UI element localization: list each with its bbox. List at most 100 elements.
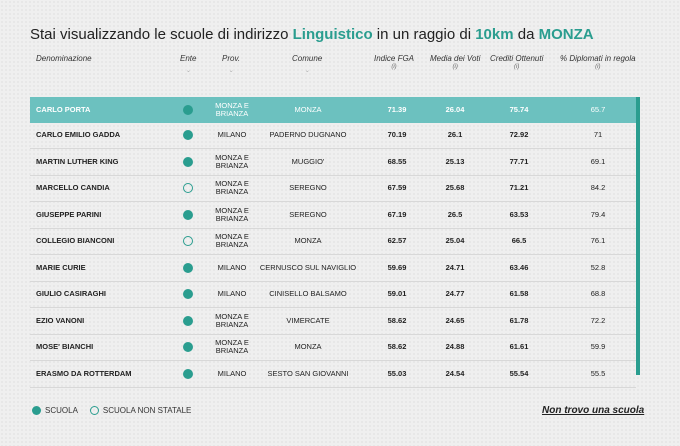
crediti-ottenuti: 66.5 (511, 236, 527, 245)
media-voti: 24.54 (445, 368, 465, 378)
info-icon[interactable]: (i) (595, 64, 601, 70)
indice-fga: 59.69 (387, 262, 407, 272)
diplomati-in-regola: 71 (593, 130, 603, 139)
diplomati-in-regola: 52.8 (590, 262, 606, 272)
page-heading: Stai visualizzando le scuole di indirizz… (30, 26, 594, 43)
column-comune[interactable]: Comune ⌄ (292, 54, 323, 74)
scuola-dot-icon (183, 156, 193, 167)
school-name: MARTIN LUTHER KING (36, 156, 119, 166)
ente-indicator (178, 202, 198, 227)
media-voti: 25.04 (445, 236, 465, 245)
province: MONZA E BRIANZA (215, 205, 249, 223)
table-scrollbar[interactable] (636, 97, 640, 375)
legend-label: SCUOLA NON STATALE (102, 406, 192, 415)
province: MONZA E BRIANZA (215, 338, 249, 355)
comune: VIMERCATE (286, 315, 330, 325)
table-row[interactable]: ERASMO DA ROTTERDAM MILANO SESTO SAN GIO… (30, 361, 636, 388)
scuola-dot-icon (183, 342, 193, 352)
crediti-ottenuti: 75.74 (509, 104, 529, 114)
province: MILANO (217, 368, 247, 378)
table-row[interactable]: GIULIO CASIRAGHI MILANO CINISELLO BALSAM… (30, 282, 636, 308)
indice-fga: 58.62 (387, 342, 407, 351)
comune: SESTO SAN GIOVANNI (267, 368, 349, 378)
column-prov[interactable]: Prov. ⌄ (222, 54, 241, 74)
crediti-ottenuti: 61.78 (509, 315, 529, 325)
scuola-dot-icon (183, 130, 193, 140)
media-voti: 26.5 (447, 209, 463, 219)
comune: CINISELLO BALSAMO (269, 289, 347, 298)
legend-item-non-statale: SCUOLA NON STATALE (89, 406, 192, 415)
table-row[interactable]: MARTIN LUTHER KING MONZA E BRIANZA MUGGI… (30, 149, 636, 176)
indice-fga: 58.62 (387, 315, 407, 325)
diplomati-in-regola: 76.1 (590, 236, 606, 245)
diplomati-in-regola: 72.2 (590, 315, 606, 325)
heading-da: da (513, 26, 539, 43)
column-ente[interactable]: Ente ⌄ (180, 54, 197, 74)
table-row[interactable]: CARLO EMILIO GADDA MILANO PADERNO DUGNAN… (30, 123, 636, 149)
scuola-dot-icon (183, 289, 193, 299)
comune: PADERNO DUGNANO (269, 130, 347, 139)
media-voti: 26.1 (447, 130, 463, 139)
column-voti[interactable]: Media dei Voti (i) (430, 54, 481, 70)
diplomati-in-regola: 79.4 (590, 209, 606, 219)
table-row[interactable]: COLLEGIO BIANCONI MONZA E BRIANZA MONZA … (30, 229, 636, 255)
not-found-link[interactable]: Non trovo una scuola (542, 405, 645, 416)
ente-indicator (178, 335, 198, 360)
ente-indicator (178, 229, 198, 254)
table-row[interactable]: MOSE' BIANCHI MONZA E BRIANZA MONZA 58.6… (30, 335, 636, 361)
media-voti: 25.13 (445, 156, 465, 166)
scuola-dot-icon (183, 368, 193, 379)
comune: MONZA (294, 342, 322, 351)
table-row[interactable]: EZIO VANONI MONZA E BRIANZA VIMERCATE 58… (30, 308, 636, 335)
table-row[interactable]: MARCELLO CANDIA MONZA E BRIANZA SEREGNO … (30, 176, 636, 202)
media-voti: 24.65 (445, 315, 465, 325)
school-name: MARIE CURIE (36, 262, 86, 272)
media-voti: 25.68 (445, 183, 465, 192)
legend-label: SCUOLA (45, 406, 78, 415)
heading-city: MONZA (538, 26, 594, 43)
scuola-dot-icon (183, 104, 193, 115)
schools-table: CARLO PORTA MONZA E BRIANZA MONZA 71.39 … (30, 97, 636, 388)
crediti-ottenuti: 61.58 (509, 289, 529, 298)
ente-indicator (178, 149, 198, 174)
indice-fga: 67.19 (387, 209, 407, 219)
scuola-non-statale-dot-icon (183, 183, 193, 193)
legend: SCUOLA SCUOLA NON STATALE (32, 406, 203, 415)
media-voti: 24.71 (445, 262, 465, 272)
table-header: Denominazione Ente ⌄ Prov. ⌄ Comune ⌄ In… (30, 52, 642, 88)
indice-fga: 70.19 (387, 130, 407, 139)
indice-fga: 62.57 (387, 236, 407, 245)
diplomati-in-regola: 65.7 (590, 104, 606, 114)
scuola-dot-icon (183, 262, 193, 273)
column-denominazione[interactable]: Denominazione (36, 54, 92, 63)
media-voti: 24.77 (445, 289, 465, 298)
comune: CERNUSCO SUL NAVIGLIO (259, 262, 357, 272)
media-voti: 26.04 (445, 104, 465, 114)
ente-indicator (178, 97, 198, 122)
table-row[interactable]: GIUSEPPE PARINI MONZA E BRIANZA SEREGNO … (30, 202, 636, 229)
table-row[interactable]: MARIE CURIE MILANO CERNUSCO SUL NAVIGLIO… (30, 255, 636, 282)
scuola-dot-icon (32, 406, 41, 415)
media-voti: 24.88 (445, 342, 465, 351)
indice-fga: 71.39 (387, 104, 407, 114)
ente-indicator (178, 282, 198, 307)
school-name: EZIO VANONI (36, 315, 85, 325)
crediti-ottenuti: 55.54 (509, 368, 529, 378)
diplomati-in-regola: 84.2 (590, 183, 606, 192)
sort-chevron-icon: ⌄ (228, 68, 234, 74)
school-name: COLLEGIO BIANCONI (36, 236, 115, 245)
table-row[interactable]: CARLO PORTA MONZA E BRIANZA MONZA 71.39 … (30, 97, 636, 123)
crediti-ottenuti: 63.46 (509, 262, 529, 272)
heading-prefix: Stai visualizzando le scuole di indirizz… (30, 26, 293, 43)
scuola-dot-icon (183, 315, 193, 326)
province: MONZA E BRIANZA (215, 152, 249, 170)
info-icon[interactable]: (i) (452, 64, 458, 70)
legend-item-scuola: SCUOLA (32, 406, 78, 415)
column-fga[interactable]: Indice FGA (i) (374, 54, 415, 70)
info-icon[interactable]: (i) (514, 64, 520, 70)
info-icon[interactable]: (i) (391, 64, 397, 70)
comune: SEREGNO (289, 209, 327, 219)
column-diplomati[interactable]: % Diplomati in regola (i) (560, 54, 636, 70)
column-crediti[interactable]: Crediti Ottenuti (i) (490, 54, 544, 70)
indice-fga: 59.01 (387, 289, 407, 298)
